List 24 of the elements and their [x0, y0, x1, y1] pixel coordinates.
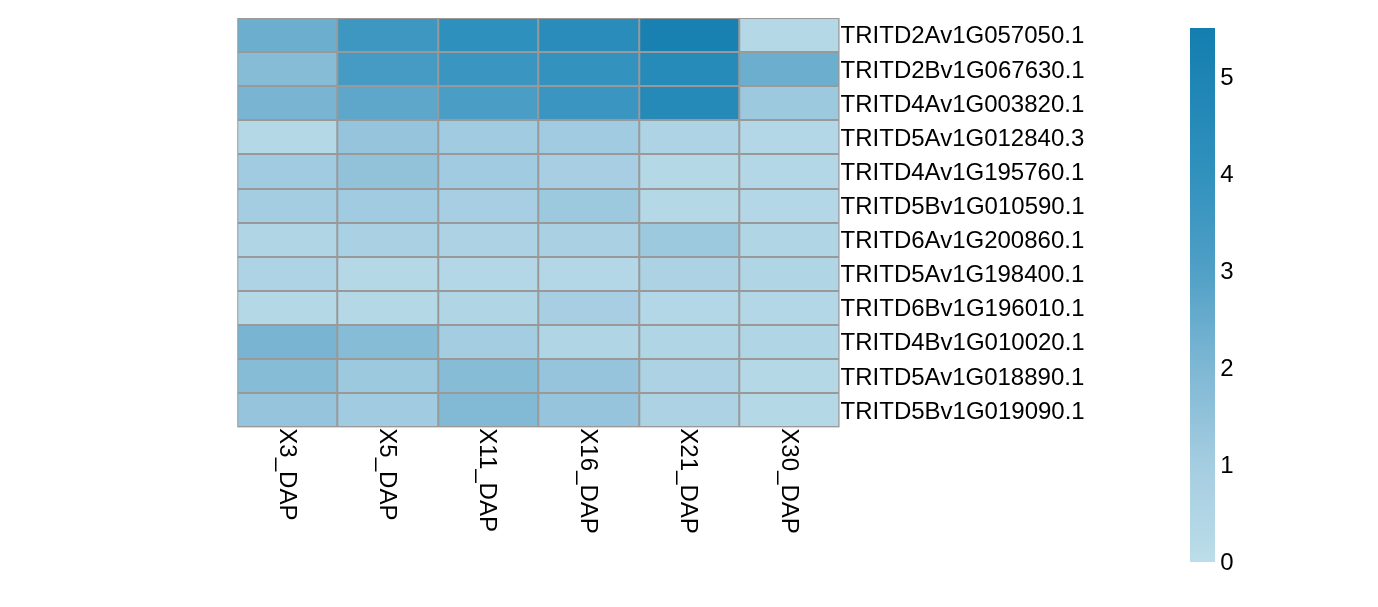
y-tick-label: TRITD2Av1G057050.1 [840, 21, 1085, 49]
x-tick-label: X21_DAP [676, 428, 704, 534]
y-tick-label: TRITD6Bv1G196010.1 [840, 294, 1085, 322]
color-bar-label: 5 [1220, 62, 1234, 90]
x-tick-label: X30_DAP [776, 428, 804, 534]
x-tick-label: X16_DAP [575, 428, 603, 534]
y-tick-label: TRITD2Bv1G067630.1 [840, 55, 1085, 83]
y-tick-label: TRITD4Av1G003820.1 [840, 89, 1085, 117]
x-tick-label: X3_DAP [274, 428, 302, 521]
color-bar-label: 3 [1220, 257, 1234, 285]
x-tick-label: X11_DAP [475, 428, 503, 532]
color-bar-label: 2 [1220, 354, 1234, 382]
y-tick-label: TRITD5Av1G012840.3 [840, 123, 1085, 151]
y-tick-label: TRITD5Bv1G019090.1 [840, 396, 1085, 424]
color-bar-label: 4 [1220, 160, 1234, 188]
y-tick-label: TRITD4Av1G195760.1 [840, 157, 1085, 185]
y-tick-label: TRITD5Bv1G010590.1 [840, 192, 1085, 220]
color-bar-label: 1 [1220, 451, 1234, 479]
color-bar-label: 0 [1220, 548, 1234, 576]
y-tick-label: TRITD4Bv1G010020.1 [840, 328, 1085, 356]
y-tick-label: TRITD5Av1G198400.1 [840, 260, 1085, 288]
y-tick-label: TRITD5Av1G018890.1 [840, 362, 1085, 390]
y-tick-label: TRITD6Av1G200860.1 [840, 226, 1085, 254]
x-tick-label: X5_DAP [375, 428, 403, 521]
